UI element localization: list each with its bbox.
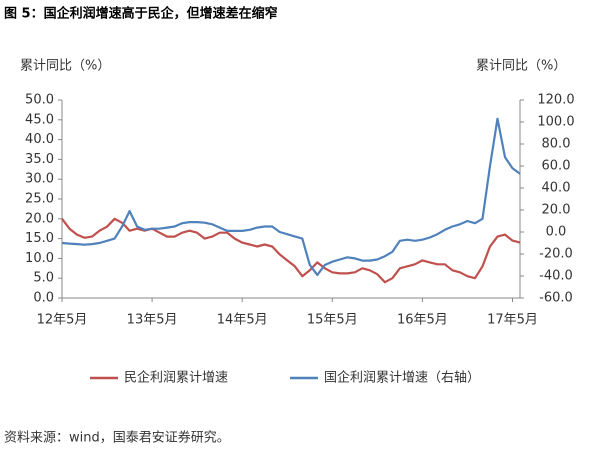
y-tick-label: 40.0 bbox=[25, 132, 54, 147]
y2-tick-label: 40.0 bbox=[542, 181, 571, 196]
y-tick-label: 35.0 bbox=[25, 152, 54, 167]
y-tick-label: 25.0 bbox=[25, 192, 54, 207]
x-tick-label: 14年5月 bbox=[217, 313, 268, 328]
y2-tick-label: 100.0 bbox=[537, 115, 574, 130]
y2-tick-label: 60.0 bbox=[542, 159, 571, 174]
y-tick-label: 5.0 bbox=[33, 271, 54, 286]
y2-tick-label: 0.0 bbox=[546, 225, 567, 240]
y2-tick-label: -60.0 bbox=[539, 291, 573, 306]
x-tick-label: 13年5月 bbox=[127, 313, 178, 328]
y-axis-label: 累计同比（%） bbox=[20, 59, 110, 74]
y-tick-label: 0.0 bbox=[33, 291, 54, 306]
y-tick-label: 15.0 bbox=[25, 231, 54, 246]
source: 资料来源：wind，国泰君安证券研究。 bbox=[4, 430, 230, 446]
legend-label: 国企利润累计增速（右轴） bbox=[324, 370, 480, 386]
y2-tick-label: 120.0 bbox=[537, 93, 574, 108]
y-tick-label: 30.0 bbox=[25, 172, 54, 187]
y2-tick-label: 20.0 bbox=[542, 203, 571, 218]
x-tick-label: 12年5月 bbox=[37, 313, 88, 328]
legend-label: 民企利润累计增速 bbox=[124, 370, 228, 386]
y2-tick-label: -40.0 bbox=[539, 269, 573, 284]
x-tick-label: 15年5月 bbox=[307, 313, 358, 328]
y-tick-label: 20.0 bbox=[25, 211, 54, 226]
x-tick-label: 17年5月 bbox=[487, 313, 538, 328]
series-line bbox=[61, 217, 521, 284]
y-tick-label: 50.0 bbox=[25, 93, 54, 108]
y-tick-label: 10.0 bbox=[25, 251, 54, 266]
y2-tick-label: -20.0 bbox=[539, 247, 573, 262]
chart-title: 图 5：国企利润增速高于民企，但增速差在缩窄 bbox=[4, 6, 278, 22]
y2-axis-label: 累计同比（%） bbox=[476, 59, 566, 74]
x-tick-label: 16年5月 bbox=[397, 313, 448, 328]
y2-tick-label: 80.0 bbox=[542, 137, 571, 152]
y-tick-label: 45.0 bbox=[25, 112, 54, 127]
series-line bbox=[61, 117, 521, 276]
